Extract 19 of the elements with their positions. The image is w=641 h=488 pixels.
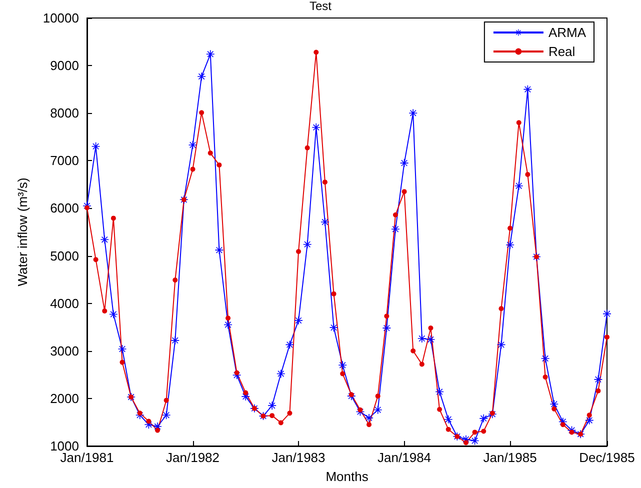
- legend-label: ARMA: [548, 25, 586, 40]
- x-tick-label: Jan/1982: [166, 450, 220, 465]
- x-tick-label: Jan/1983: [272, 450, 326, 465]
- chart-title: Test: [309, 0, 332, 13]
- y-tick-label: 10000: [42, 10, 79, 26]
- x-tick-label: Jan/1985: [483, 450, 537, 465]
- legend-label: Real: [548, 44, 576, 59]
- y-axis-title: Water inflow (m³/s): [15, 178, 30, 286]
- y-tick-label: 5000: [50, 248, 79, 264]
- x-axis-title: Months: [326, 469, 369, 484]
- x-tick-label: Dec/1985: [579, 450, 635, 465]
- y-tick-label: 6000: [50, 200, 79, 216]
- y-tick-label: 4000: [50, 296, 79, 311]
- y-tick-label: 2000: [50, 390, 79, 406]
- x-tick-label: Jan/1984: [378, 450, 432, 465]
- y-tick-label: 9000: [50, 58, 79, 74]
- y-tick-label: 3000: [50, 343, 79, 358]
- y-tick-label: 7000: [50, 153, 79, 168]
- y-tick-label: 8000: [50, 106, 79, 121]
